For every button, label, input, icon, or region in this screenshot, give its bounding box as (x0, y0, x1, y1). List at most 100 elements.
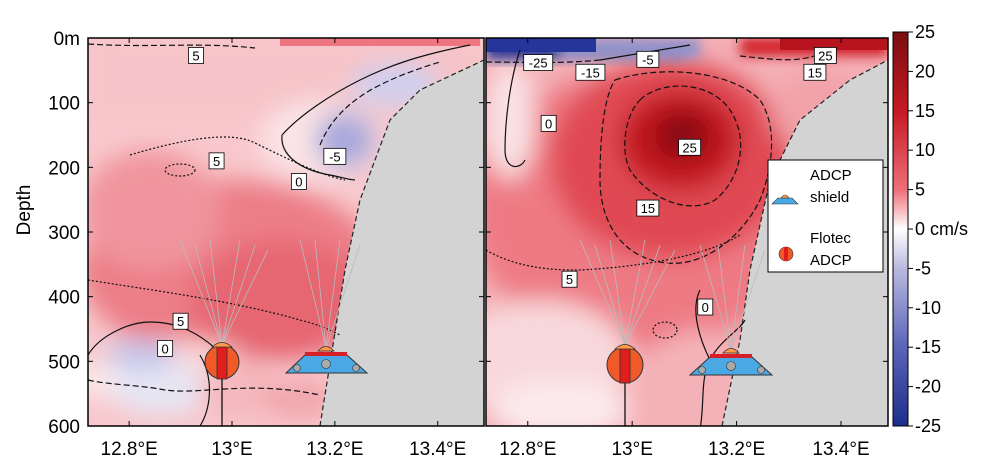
colorbar-tick-label: -15 (915, 337, 941, 357)
adcp-shield-plate-icon (305, 352, 347, 356)
x-tick-label: 12.8°E (499, 439, 556, 460)
contour-label-text: 25 (818, 48, 832, 63)
contour-line-0-bottom-2 (199, 354, 211, 426)
contour-label-box (208, 152, 225, 170)
contour-label-box (678, 138, 702, 156)
contours-right (486, 44, 831, 426)
y-tick-label: 0m (54, 29, 80, 50)
mooring-left-flotec (179, 239, 269, 426)
legend-item-flotec-label-line1: Flotec (810, 230, 851, 247)
contour-label-text: -5 (642, 52, 654, 67)
mooring-right-shield (688, 244, 774, 376)
contour-line-5-lower (88, 379, 321, 396)
shield-port-icon (698, 366, 706, 374)
shield-port-icon (293, 364, 301, 372)
contours-left (88, 43, 471, 426)
x-tick-label: 13°E (211, 439, 252, 460)
contour-label-text: -15 (581, 65, 600, 80)
land-mask-left (320, 38, 484, 426)
contour-line-5-top (88, 43, 256, 49)
x-tick-label: 13.4°E (409, 439, 466, 460)
x-tick-label: 13.2°E (708, 439, 765, 460)
colorbar-tick-label: -10 (915, 298, 941, 318)
contour-line-0-bottom (88, 321, 216, 356)
top-band-red (780, 38, 888, 50)
y-tick-label: 600 (48, 417, 80, 438)
colorbar-tick-label: 20 (915, 61, 935, 81)
contour-label: 0 (157, 339, 174, 357)
legend-item-shield-label-line1: ADCP (810, 167, 852, 184)
contour-label: -5 (636, 50, 660, 68)
shield-adcp-head-icon (722, 348, 740, 354)
colorbar-ticks: 25 20 15 10 5 0 cm/s -5 -10 -15 -20 -25 (908, 22, 968, 436)
y-tick-label: 400 (48, 288, 80, 309)
contour-label-text: 0 (545, 116, 552, 131)
y-tick-label: 200 (48, 158, 80, 179)
contour-label: 5 (172, 312, 189, 330)
contour-label: 25 (678, 138, 702, 156)
contour-line-0-upper (281, 44, 471, 136)
contour-label: 5 (561, 270, 578, 288)
contour-label-box (697, 298, 714, 316)
contour-line-0-lower (281, 134, 356, 181)
contour-label-text: 0 (295, 175, 302, 190)
contour-label: 0 (540, 114, 557, 132)
contour-label-box (540, 114, 557, 132)
colorbar-tick-label: 10 (915, 140, 935, 160)
legend-item-flotec-label-line2: ADCP (810, 252, 852, 269)
contour-label-box (636, 199, 660, 217)
contour-ring-right (652, 321, 678, 339)
legend: ADCP shield Flotec ADCP (767, 159, 884, 273)
x-tick-label: 12.8°E (101, 439, 158, 460)
legend-item-shield-label-line2: shield (810, 189, 849, 206)
adcp-shield-plate-icon (710, 354, 752, 358)
beam-lines-shield-right (699, 244, 766, 351)
contour-label-box (575, 63, 606, 81)
contour-label-text: 5 (213, 154, 220, 169)
shield-port-icon (321, 359, 331, 369)
contour-label-text: 25 (682, 140, 696, 155)
contour-ring (164, 163, 196, 177)
contour-label: 15 (803, 63, 827, 81)
contour-label-text: 15 (641, 201, 655, 216)
contour-line-15-outer (599, 71, 773, 264)
colorbar (892, 31, 909, 427)
colorbar-tick-label: 5 (915, 180, 925, 200)
shield-port-icon (726, 361, 736, 371)
x-tick-label: 13.2°E (306, 439, 363, 460)
contour-label: 25 (813, 47, 837, 64)
contour-label-box (188, 47, 204, 64)
contour-label-text: 0 (702, 300, 709, 315)
x-tick-label: 13°E (611, 439, 652, 460)
contour-label-box (803, 63, 827, 81)
contour-label: -5 (323, 147, 347, 165)
contour-label-text: 5 (192, 48, 199, 63)
top-band-blue (486, 38, 596, 52)
colorbar-tick-label: -20 (915, 377, 941, 397)
contour-label-text: 5 (177, 314, 184, 329)
mooring-left-shield (284, 239, 369, 374)
legend-shield-adcp-icon (780, 194, 790, 199)
contour-label: 5 (208, 152, 225, 170)
contour-label-box (172, 312, 189, 330)
contour-line-neg5 (319, 61, 441, 146)
flotec-adcp-head-icon (210, 342, 234, 348)
contour-label: -25 (523, 54, 554, 71)
contour-label-box (813, 47, 837, 64)
flotec-adcp-head-icon (613, 344, 637, 350)
colorbar-tick-label: 15 (915, 101, 935, 121)
contour-label-text: -25 (529, 56, 548, 71)
panel-left-top-band (280, 38, 480, 46)
contour-label: 15 (636, 199, 660, 217)
contour-label-box (157, 339, 174, 357)
colorbar-tick-label: 0 cm/s (915, 219, 968, 239)
contour-label-text: 0 (162, 341, 169, 356)
contour-line-0-low-2 (695, 289, 711, 361)
shield-port-icon (352, 364, 360, 372)
legend-flotec-body-icon (784, 247, 788, 261)
coastline-left (319, 59, 484, 426)
contour-label-box (523, 54, 554, 71)
